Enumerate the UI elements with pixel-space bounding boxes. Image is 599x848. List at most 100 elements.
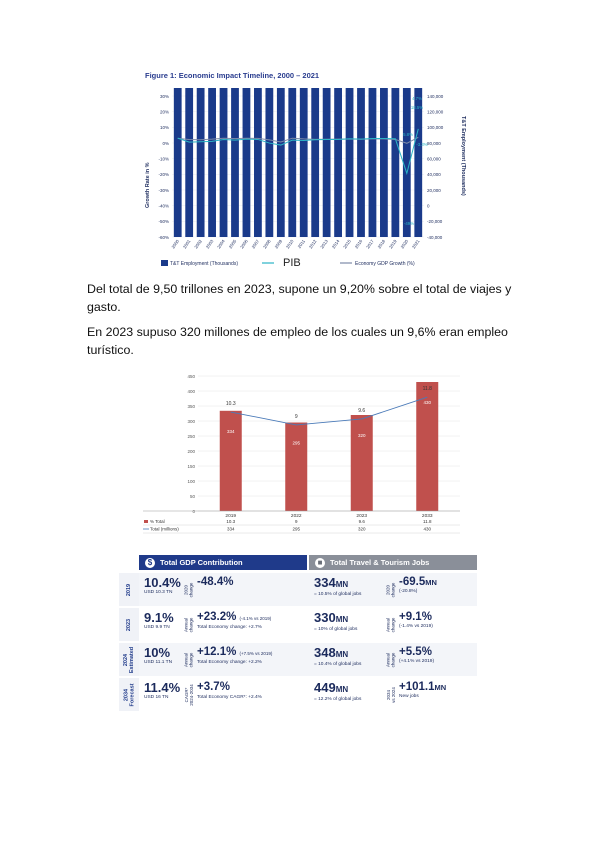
jobs-change: -69.5MN (-20.8%): [399, 576, 437, 594]
y-tick-label: 350: [187, 404, 195, 409]
employment-bar: [334, 88, 342, 238]
figure1-title: Figure 1: Economic Impact Timeline, 2000…: [145, 71, 320, 80]
jobs-change-tag: 2034 vs 2024: [385, 686, 396, 703]
y-tick-label: 0: [192, 509, 195, 514]
figure2-chart: 334 295 320 430 10.3 9 9.6 11.8 0 50 100 150 200 25…: [143, 374, 460, 534]
y-tick-label: 200: [187, 449, 195, 454]
employment-bar: [173, 88, 182, 237]
x-tick-label: 2015: [342, 238, 352, 249]
y-left-tick-label: -50%: [158, 219, 169, 224]
y-right-tick-label: 140,000: [427, 94, 444, 99]
annotation-label: -3.3%: [416, 142, 427, 147]
annotation-label: 4.7%: [412, 96, 422, 101]
y-tick-label: 250: [187, 434, 195, 439]
table-row: 2019 10.4% USD 10.3 TN 2020 change -48.4% …: [119, 573, 477, 606]
jobs-change-tag: Annual change: [385, 617, 396, 632]
jobs-total: 449MN = 12.2% of global jobs: [314, 680, 362, 703]
employment-bar: [322, 88, 331, 237]
dollar-icon: $: [145, 557, 155, 568]
employment-bar: [368, 88, 377, 237]
employment-bar: [402, 88, 411, 237]
y-left-tick-label: -40%: [158, 203, 169, 208]
y-tick-label: 50: [190, 494, 196, 499]
annotation-label: -49%: [404, 221, 414, 226]
briefcase-icon: ■: [315, 557, 325, 568]
row-year-label: 2023: [119, 608, 139, 641]
y-tick-label: 150: [187, 464, 195, 469]
employment-bar: [242, 88, 251, 237]
employment-bar: [288, 88, 297, 238]
x-tick-label: 2009: [274, 238, 284, 249]
y-left-tick-label: -20%: [158, 172, 169, 177]
y-right-tick-label: -20,000: [427, 219, 443, 224]
impact-table: $ Total GDP Contribution ■ Total Travel …: [119, 555, 477, 717]
x-tick-label: 2021: [411, 238, 421, 249]
table-cell: 11.8: [423, 519, 432, 524]
legend-bars-label: T&T Employment (Thousands): [170, 261, 238, 267]
gdp-change-tag: 2020 change: [183, 582, 194, 597]
line-value-label: 11.8: [423, 386, 433, 392]
line-value-label: 10.3: [226, 401, 236, 407]
x-tick-label: 2018: [377, 238, 387, 249]
gdp-change-tag: Annual change: [183, 617, 194, 632]
jobs-change: +5.5% (+4.1% vs 2019): [399, 646, 435, 664]
x-tick-label: 2020: [400, 238, 410, 249]
pib-line: [177, 128, 419, 176]
y-right-tick-label: 20,000: [427, 188, 441, 193]
paragraph-1: Del total de 9,50 trillones en 2023, sup…: [87, 282, 512, 314]
x-tick-label: 2005: [228, 238, 238, 249]
table-cell: 10.3: [226, 519, 235, 524]
row-year-label: 2024 Estimated: [119, 643, 139, 676]
x-tick-label: 2019: [388, 238, 398, 249]
x-tick-label: 2017: [365, 238, 375, 249]
y-tick-label: 100: [187, 479, 195, 484]
annotation-label: 5.8%: [403, 132, 413, 137]
gdp-change: +3.7% Total Economy CAGR*: +2.4%: [197, 681, 262, 700]
employment-bar: [208, 88, 216, 237]
bar-value-label: 320: [358, 433, 366, 438]
employment-bar: [345, 88, 354, 237]
x-tick-label: 2010: [285, 238, 295, 249]
row-year-label: 2019: [119, 573, 139, 606]
total-millions-bar: [416, 382, 439, 511]
jobs-change-tag: 2020 change: [385, 582, 396, 597]
employment-bar: [231, 88, 239, 237]
y-left-tick-label: -10%: [158, 156, 169, 161]
gdp-header-label: Total GDP Contribution: [160, 558, 243, 567]
gdp-header: $ Total GDP Contribution: [139, 555, 307, 570]
employment-bar: [299, 88, 308, 237]
x-tick-label: 2019: [225, 513, 236, 519]
employment-bar: [380, 88, 388, 238]
gdp-share: 10.4% USD 10.3 TN: [144, 575, 181, 596]
x-tick-label: 2001: [182, 238, 192, 249]
legend-bars-swatch: [161, 260, 168, 266]
employment-bar: [219, 88, 228, 237]
jobs-change-tag: Annual change: [385, 652, 396, 667]
employment-bar: [276, 88, 285, 237]
line-value-label: 9: [295, 414, 298, 420]
y-left-tick-label: 20%: [160, 109, 169, 114]
x-tick-label: 2007: [251, 238, 261, 249]
y-right-tick-label: 60,000: [427, 156, 441, 161]
bar-value-label: 295: [292, 441, 300, 446]
table-row: 2024 Estimated 10% USD 11.1 TN Annual chang…: [119, 643, 477, 676]
employment-bar: [254, 88, 262, 237]
legend-econ-label: Economy GDP Growth (%): [355, 261, 415, 267]
x-tick-label: 2003: [205, 238, 215, 249]
y-left-tick-label: -60%: [158, 235, 169, 240]
y-right-tick-label: 40,000: [427, 172, 441, 177]
y-right-tick-label: 120,000: [427, 109, 444, 114]
table-cell: 320: [358, 527, 366, 532]
total-millions-bar: [285, 422, 308, 511]
pib-legend-label: PIB: [283, 257, 301, 269]
y-right-tick-label: 80,000: [427, 141, 441, 146]
paragraph-2: En 2023 supuso 320 millones de empleo de…: [87, 325, 508, 357]
gdp-share: 9.1% USD 9.9 TN: [144, 610, 174, 631]
x-tick-label: 2012: [308, 238, 318, 249]
x-tick-label: 2014: [331, 238, 341, 249]
line-value-label: 9.6: [358, 408, 365, 414]
gdp-change-tag: Annual change: [183, 652, 194, 667]
table-cell: 9: [295, 519, 298, 524]
jobs-header: ■ Total Travel & Tourism Jobs: [309, 555, 477, 570]
table-cell: 430: [423, 527, 431, 532]
